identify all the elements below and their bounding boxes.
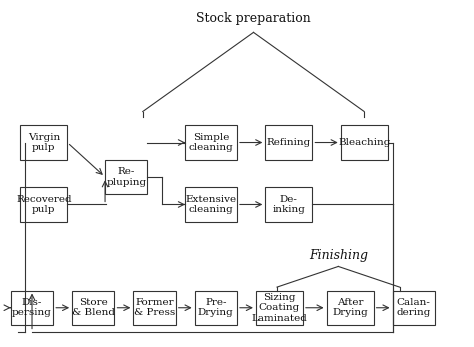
Text: Virgin
pulp: Virgin pulp bbox=[27, 133, 60, 152]
FancyBboxPatch shape bbox=[341, 125, 388, 160]
Text: Store
& Blend: Store & Blend bbox=[72, 298, 115, 318]
FancyBboxPatch shape bbox=[185, 187, 237, 222]
Text: Dis-
persing: Dis- persing bbox=[12, 298, 52, 318]
FancyBboxPatch shape bbox=[256, 290, 303, 325]
Text: Stock preparation: Stock preparation bbox=[196, 12, 311, 25]
Text: Recovered
pulp: Recovered pulp bbox=[16, 195, 72, 214]
FancyBboxPatch shape bbox=[105, 160, 147, 194]
FancyBboxPatch shape bbox=[11, 290, 53, 325]
FancyBboxPatch shape bbox=[195, 290, 237, 325]
FancyBboxPatch shape bbox=[265, 125, 312, 160]
Text: Simple
cleaning: Simple cleaning bbox=[189, 133, 234, 152]
Text: Former
& Press: Former & Press bbox=[134, 298, 175, 318]
FancyBboxPatch shape bbox=[133, 290, 176, 325]
Text: Refining: Refining bbox=[267, 138, 311, 147]
Text: Pre-
Drying: Pre- Drying bbox=[198, 298, 234, 318]
FancyBboxPatch shape bbox=[20, 125, 67, 160]
FancyBboxPatch shape bbox=[185, 125, 237, 160]
FancyBboxPatch shape bbox=[327, 290, 374, 325]
Text: Calan-
dering: Calan- dering bbox=[397, 298, 431, 318]
FancyBboxPatch shape bbox=[20, 187, 67, 222]
Text: After
Drying: After Drying bbox=[332, 298, 368, 318]
Text: De-
inking: De- inking bbox=[273, 195, 305, 214]
Text: Finishing: Finishing bbox=[309, 249, 368, 262]
Text: Sizing
Coating
Laminated: Sizing Coating Laminated bbox=[252, 293, 307, 323]
Text: Extensive
cleaning: Extensive cleaning bbox=[185, 195, 237, 214]
Text: Re-
pluping: Re- pluping bbox=[106, 167, 146, 187]
Text: Bleaching: Bleaching bbox=[338, 138, 391, 147]
FancyBboxPatch shape bbox=[72, 290, 115, 325]
FancyBboxPatch shape bbox=[392, 290, 435, 325]
FancyBboxPatch shape bbox=[265, 187, 312, 222]
